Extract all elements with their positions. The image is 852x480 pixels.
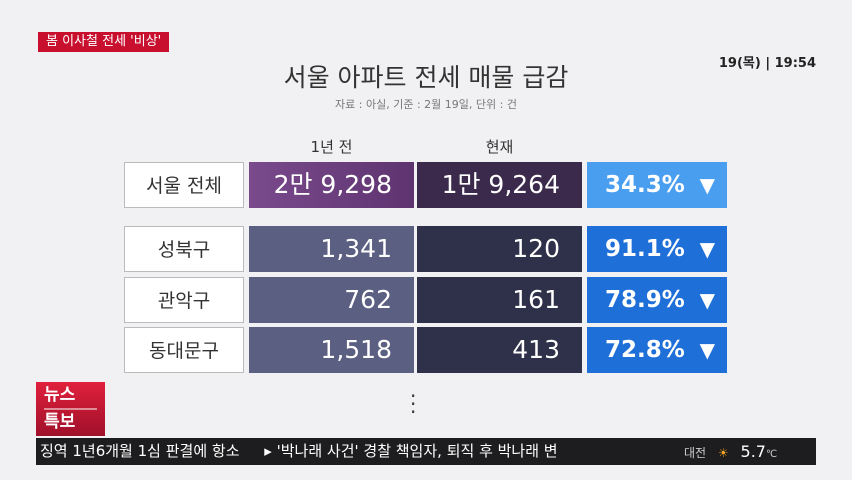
change-value: 91.1%	[605, 236, 685, 262]
change-cell: 34.3% ▼	[587, 162, 727, 208]
down-arrow: ▼	[699, 338, 715, 362]
row-label: 성북구	[124, 226, 244, 272]
change-cell: 72.8% ▼	[587, 327, 727, 373]
topic-tag: 봄 이사철 전세 '비상'	[38, 32, 170, 52]
logo-text: 뉴스	[44, 385, 76, 405]
change-cell: 78.9% ▼	[587, 277, 727, 323]
down-arrow: ▼	[699, 288, 715, 312]
change-value: 34.3%	[605, 172, 685, 198]
value-cell: 120	[417, 226, 582, 272]
row-label: 동대문구	[124, 327, 244, 373]
logo-rule	[44, 408, 97, 410]
ticker-item: 징역 1년6개월 1심 판결에 항소	[40, 442, 240, 460]
logo: 뉴스 특보	[36, 382, 105, 436]
value-cell: 1,341	[249, 226, 414, 272]
column-header: 1년 전	[310, 138, 353, 156]
row-label: 서울 전체	[124, 162, 244, 208]
change-cell: 91.1% ▼	[587, 226, 727, 272]
value-cell: 413	[417, 327, 582, 373]
change-value: 78.9%	[605, 287, 685, 313]
value-cell: 762	[249, 277, 414, 323]
ticker-item: '박나래 사건' 경찰 책임자, 퇴직 후 박나래 변	[276, 442, 558, 460]
title: 서울 아파트 전세 매물 급감	[283, 63, 569, 92]
change-value: 72.8%	[605, 337, 685, 363]
weather-unit: ℃	[765, 449, 778, 460]
weather-icon: ☀	[717, 446, 729, 460]
weather-temp: 5.7	[740, 442, 766, 461]
value-cell: 161	[417, 277, 582, 323]
more-dots: · · ·	[410, 384, 417, 424]
clock-time: 19:54	[774, 56, 816, 71]
value-cell: 1만 9,264	[417, 162, 582, 208]
down-arrow: ▼	[699, 173, 715, 197]
ticker-arrow: ▸	[264, 442, 272, 460]
column-header: 현재	[485, 138, 514, 156]
logo-text: 특보	[44, 412, 76, 432]
clock-date: 19(목)	[718, 56, 761, 71]
weather-city: 대전	[684, 446, 707, 460]
subtitle: 자료 : 아실, 기준 : 2월 19일, 단위 : 건	[335, 98, 517, 111]
row-label: 관악구	[124, 277, 244, 323]
ticker: 징역 1년6개월 1심 판결에 항소 ▸ '박나래 사건' 경찰 책임자, 퇴직…	[36, 438, 816, 465]
down-arrow: ▼	[699, 237, 715, 261]
value-cell: 2만 9,298	[249, 162, 414, 208]
weather: 대전 ☀ 5.7℃	[676, 438, 816, 465]
value-cell: 1,518	[249, 327, 414, 373]
clock: 19(목) | 19:54	[718, 56, 816, 71]
